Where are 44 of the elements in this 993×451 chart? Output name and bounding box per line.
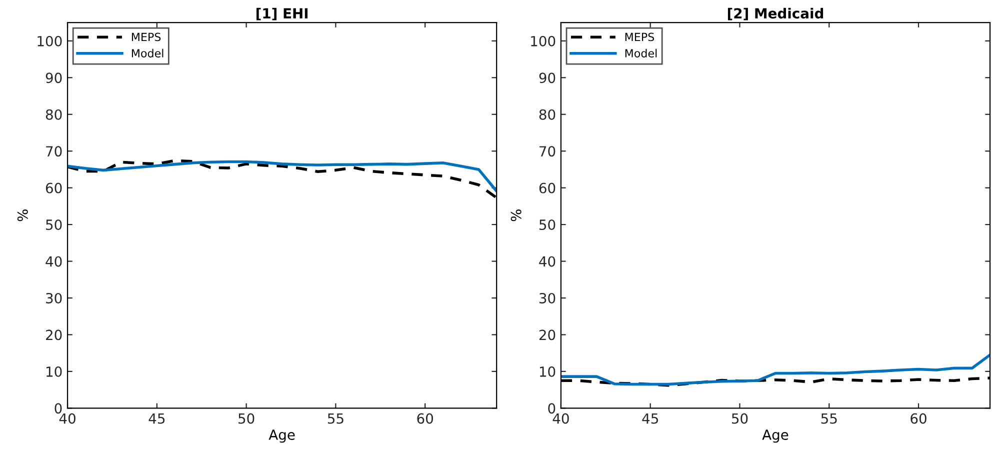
x-tick-label: 50 bbox=[732, 413, 748, 424]
y-tick-label: 90 bbox=[539, 72, 556, 84]
y-tick-label: 20 bbox=[539, 330, 556, 340]
legend-label: Model bbox=[132, 48, 164, 58]
x-tick-label: 40 bbox=[59, 413, 76, 424]
x-tick-label: 60 bbox=[417, 413, 433, 424]
x-tick-label: 45 bbox=[148, 413, 165, 424]
chart-title: [1] EHI bbox=[256, 8, 308, 20]
y-tick-label: 90 bbox=[46, 72, 62, 84]
line-series bbox=[68, 160, 497, 193]
chart-title: [2] Medicaid bbox=[728, 8, 824, 20]
y-tick-label: 70 bbox=[46, 146, 62, 157]
x-axis-title: Age bbox=[268, 430, 295, 443]
y-tick-label: 30 bbox=[46, 292, 62, 304]
x-tick-label: 40 bbox=[552, 413, 569, 424]
x-tick-label: 50 bbox=[238, 413, 254, 424]
y-tick-label: 0 bbox=[548, 403, 556, 414]
y-tick-label: 40 bbox=[46, 256, 62, 267]
y-tick-label: 40 bbox=[539, 256, 556, 267]
y-tick-label: 70 bbox=[540, 146, 556, 157]
y-tick-label: 80 bbox=[539, 109, 556, 120]
x-tick-label: 45 bbox=[642, 413, 658, 424]
legend-label: MEPS bbox=[132, 32, 161, 42]
y-tick-label: 100 bbox=[531, 36, 556, 46]
x-tick-label: 60 bbox=[910, 413, 926, 424]
y-tick-label: 10 bbox=[46, 366, 62, 377]
legend-label: Model bbox=[625, 48, 657, 58]
y-tick-label: 60 bbox=[539, 182, 556, 194]
x-axis-title: Age bbox=[762, 430, 788, 443]
y-tick-label: 50 bbox=[46, 220, 62, 230]
y-tick-label: 0 bbox=[54, 403, 62, 414]
y-tick-label: 20 bbox=[46, 330, 62, 340]
y-tick-label: 60 bbox=[46, 182, 62, 194]
legend-label: MEPS bbox=[625, 32, 654, 42]
y-tick-label: 50 bbox=[539, 220, 556, 230]
line-series bbox=[560, 354, 990, 386]
y-axis-title: % bbox=[17, 210, 28, 222]
y-tick-label: 10 bbox=[540, 366, 556, 377]
x-tick-label: 55 bbox=[328, 413, 344, 424]
y-tick-label: 100 bbox=[38, 36, 62, 46]
x-tick-label: 55 bbox=[821, 413, 837, 424]
y-tick-label: 30 bbox=[539, 292, 556, 304]
y-tick-label: 80 bbox=[46, 109, 62, 120]
y-axis-title: % bbox=[510, 210, 522, 222]
